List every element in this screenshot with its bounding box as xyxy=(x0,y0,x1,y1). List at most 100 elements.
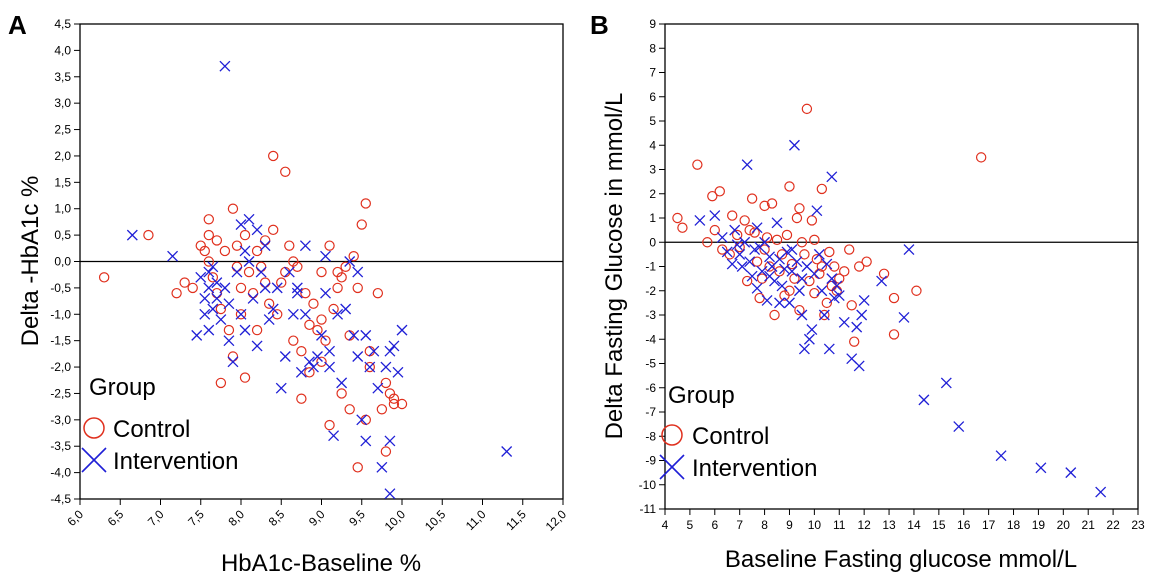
panel-a-intervention-point xyxy=(251,340,263,352)
panel-b-intervention-point xyxy=(853,360,865,372)
panel-b-x-label: Baseline Fasting glucose mmol/L xyxy=(725,546,1077,573)
panel-a-intervention-point xyxy=(267,303,279,315)
panel-b-ticks: 4 5 6 7 8 9 10 11 12 13 14 15 16 17 18 19 20 21 22 23987654… xyxy=(639,17,1145,532)
panel-a-y-tick-label: 2,0 xyxy=(54,149,71,163)
panel-a-control-point xyxy=(288,256,299,267)
panel-b-control-point xyxy=(692,159,703,170)
panel-a-x-tick-label: 6,0 xyxy=(64,507,86,529)
panel-a-intervention-point xyxy=(211,277,223,289)
panel-b-y-tick-label: -9 xyxy=(645,454,656,468)
panel-a-intervention-point xyxy=(307,361,319,373)
panel-b-legend-control-marker xyxy=(661,424,683,446)
panel-a-control-point xyxy=(376,404,388,415)
panel-b-control-point xyxy=(878,268,890,279)
panel-a-control-point xyxy=(388,398,400,410)
panel-a-x-tick-label: 11,5 xyxy=(503,507,529,533)
panel-a-control-point xyxy=(187,282,198,294)
panel-a-intervention-point xyxy=(360,329,372,341)
panel-a-control-point xyxy=(328,303,339,315)
panel-b-control-point xyxy=(801,103,813,115)
panel-a-intervention-point xyxy=(316,329,327,341)
panel-a-control-point xyxy=(332,282,343,294)
panel-b-intervention-point xyxy=(831,280,843,292)
panel-a-y-tick-label: 3,0 xyxy=(54,96,71,110)
panel-b-x-tick-label: 16 xyxy=(957,518,971,532)
panel-b-y-tick-label: 7 xyxy=(649,66,656,80)
panel-b-control-point xyxy=(754,292,765,304)
panel-a-intervention-point xyxy=(191,329,203,341)
panel-b-control-point xyxy=(839,266,850,277)
panel-a-intervention-point xyxy=(380,361,392,373)
panel-a-intervention-point xyxy=(328,430,340,442)
panel-b-y-tick-label: -8 xyxy=(645,429,656,443)
panel-a-control-point xyxy=(316,314,327,325)
panel-b-intervention-point xyxy=(816,285,828,297)
panel-b-intervention-point xyxy=(761,294,773,306)
panel-a-control-point xyxy=(336,272,347,283)
panel-b-intervention-point xyxy=(741,159,753,171)
panel-b-control-point xyxy=(821,297,833,309)
panel-b-letter: B xyxy=(590,10,609,40)
panel-a-y-tick-label: -2,0 xyxy=(50,360,71,374)
panel-b-control-point xyxy=(739,215,750,226)
panel-b-control-point xyxy=(761,232,773,243)
panel-b-control-point xyxy=(766,198,778,209)
panel-b-intervention-point xyxy=(793,285,805,297)
panel-b-control-point xyxy=(786,258,798,270)
panel-a-control-point xyxy=(239,229,251,241)
panel-b-x-tick-label: 10 xyxy=(808,518,822,532)
panel-a-control-point xyxy=(276,277,287,288)
panel-a-intervention-point xyxy=(332,308,344,320)
panel-b-control-point xyxy=(789,273,800,284)
panel-a-intervention-point xyxy=(271,282,283,294)
panel-a-intervention-point xyxy=(219,60,231,72)
panel-b-intervention-point xyxy=(1095,486,1107,498)
panel-a-intervention-point xyxy=(352,351,364,362)
panel-a-y-tick-label: 0,0 xyxy=(54,255,71,269)
panel-a-legend: Group Control Intervention xyxy=(81,374,238,475)
panel-a-y-tick-label: -3,5 xyxy=(50,439,71,453)
panel-a-intervention-point xyxy=(275,382,287,394)
panel-a-intervention-point xyxy=(227,356,239,368)
panel-a-intervention-point xyxy=(356,414,368,426)
panel-b-intervention-point xyxy=(940,377,952,389)
panel-a-control-point xyxy=(272,309,283,320)
panel-b-legend: Group Control Intervention xyxy=(659,382,817,482)
panel-a-control-point xyxy=(251,245,263,257)
panel-a-intervention-point xyxy=(364,361,376,373)
panel-a-control-point xyxy=(215,303,227,315)
panel-a-y-label: Delta -HbA1c % xyxy=(17,176,44,347)
panel-b-y-tick-label: -10 xyxy=(639,478,657,492)
panel-a-intervention-point xyxy=(348,329,360,341)
panel-b-control-point xyxy=(811,254,823,265)
panel-b-control-point xyxy=(796,237,808,248)
panel-a-y-tick-label: -3,0 xyxy=(50,413,71,427)
panel-a-control-point xyxy=(199,245,210,257)
panel-b-intervention-point xyxy=(779,263,790,275)
panel-a-x-tick-label: 9,5 xyxy=(346,507,368,529)
panel-b-intervention-point xyxy=(818,309,830,321)
panel-a-y-tick-label: -2,5 xyxy=(50,386,71,400)
panel-b-intervention-point xyxy=(726,258,738,270)
panel-a-control-point xyxy=(247,287,259,299)
panel-b-control-point xyxy=(784,181,795,192)
panel-a-y-tick-label: -4,5 xyxy=(50,492,71,506)
panel-a-control-point xyxy=(211,235,223,246)
panel-b-control-point xyxy=(849,336,860,347)
panel-b-intervention-point xyxy=(791,256,803,268)
panel-a-control-point xyxy=(348,251,359,262)
panel-b-points xyxy=(672,103,1107,498)
panel-a-control-point xyxy=(227,351,239,362)
panel-a-intervention-point xyxy=(303,356,315,368)
panel-a-control-point xyxy=(259,235,271,246)
panel-a-intervention-point xyxy=(263,314,275,326)
panel-a-y-tick-label: 2,5 xyxy=(54,123,71,137)
panel-a-y-tick-label: -0,5 xyxy=(50,281,71,295)
panel-a-intervention-point xyxy=(195,271,207,283)
panel-a-intervention-point xyxy=(239,245,251,257)
panel-b-y-tick-label: 8 xyxy=(649,41,656,55)
panel-a-intervention-point xyxy=(243,256,255,267)
panel-a-control-point xyxy=(352,282,363,294)
panel-a: A 6,0 6,5 7,0 7,5 8,0 8,5 9,0 9,5 10,0 10,5 11,0 11… xyxy=(8,10,569,575)
panel-a-control-point xyxy=(336,388,347,399)
